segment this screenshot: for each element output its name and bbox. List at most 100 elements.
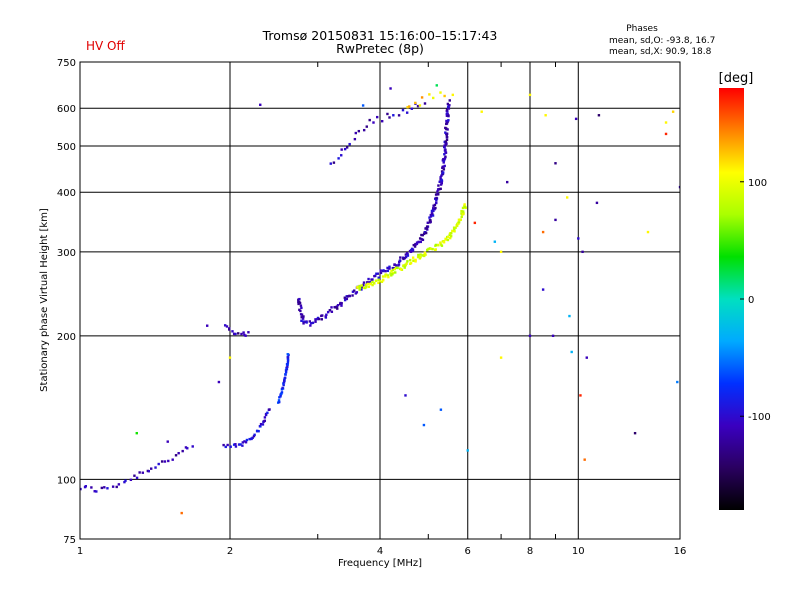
- data-point: [678, 185, 680, 189]
- data-point: [379, 271, 383, 275]
- data-point: [425, 225, 429, 228]
- data-point: [231, 330, 234, 333]
- data-point: [285, 368, 289, 371]
- data-point: [460, 209, 463, 213]
- data-point: [103, 486, 106, 489]
- data-point: [298, 297, 301, 301]
- data-point: [351, 290, 355, 293]
- data-point: [445, 121, 449, 124]
- data-point: [457, 222, 460, 225]
- data-point: [434, 206, 437, 210]
- data-point: [499, 356, 503, 359]
- data-point: [368, 281, 372, 284]
- data-point: [443, 94, 446, 98]
- chart-title-line2: RwPretec (8p): [336, 41, 424, 56]
- data-point: [442, 168, 446, 171]
- data-point: [384, 275, 387, 278]
- data-point: [554, 162, 557, 165]
- data-point: [405, 111, 409, 114]
- data-point: [280, 392, 283, 395]
- data-point: [387, 275, 390, 279]
- data-point: [442, 161, 445, 164]
- data-point: [186, 447, 189, 450]
- data-point: [283, 379, 286, 382]
- data-point: [330, 306, 333, 309]
- data-point: [646, 230, 650, 234]
- data-point: [217, 380, 221, 384]
- x-tick-label: 16: [674, 546, 687, 557]
- data-point: [320, 318, 323, 321]
- y-tick-label: 200: [57, 332, 76, 343]
- data-point: [302, 320, 305, 323]
- data-point: [568, 314, 571, 318]
- data-point: [297, 302, 300, 306]
- data-point: [382, 269, 385, 272]
- data-point: [147, 470, 150, 473]
- data-point: [388, 267, 391, 270]
- colorbar-tick-label: 100: [748, 178, 767, 189]
- data-point: [440, 174, 443, 177]
- data-point: [390, 269, 393, 273]
- data-point: [541, 288, 545, 291]
- data-point: [308, 320, 312, 323]
- data-point: [414, 260, 417, 263]
- data-point: [391, 268, 395, 272]
- data-point: [358, 288, 361, 291]
- data-point: [664, 132, 668, 136]
- data-point: [444, 237, 447, 241]
- data-point: [268, 408, 271, 411]
- grid-lines: [80, 62, 680, 539]
- data-point: [411, 256, 415, 259]
- data-point: [84, 485, 88, 488]
- data-point: [445, 133, 448, 137]
- data-point: [321, 314, 324, 317]
- data-point: [423, 254, 426, 258]
- data-point: [115, 485, 118, 489]
- data-point: [184, 446, 188, 449]
- data-point: [157, 462, 160, 466]
- data-point: [448, 99, 451, 102]
- data-point: [404, 255, 408, 259]
- data-point: [373, 274, 376, 278]
- data-point: [299, 304, 303, 307]
- data-point: [439, 91, 442, 94]
- data-point: [364, 286, 368, 289]
- data-point: [428, 93, 431, 96]
- data-point: [551, 334, 555, 338]
- data-point: [282, 381, 286, 384]
- data-point: [301, 317, 305, 320]
- data-point: [423, 251, 427, 254]
- data-point: [430, 212, 434, 215]
- status-label: HV Off: [86, 39, 125, 53]
- data-point: [191, 445, 194, 448]
- data-point: [424, 253, 427, 256]
- chart-title-line1: Tromsø 20150831 15:16:00–15:17:43: [262, 28, 498, 43]
- data-point: [438, 180, 441, 183]
- data-point: [436, 190, 439, 193]
- data-point: [412, 243, 415, 247]
- data-point: [415, 242, 419, 246]
- data-point: [343, 298, 347, 302]
- data-point: [432, 204, 435, 207]
- data-point: [371, 283, 374, 287]
- data-point: [330, 310, 334, 313]
- data-point: [429, 213, 433, 217]
- data-point: [443, 153, 446, 156]
- data-point: [329, 162, 332, 165]
- data-point: [387, 274, 390, 277]
- data-point: [499, 250, 503, 254]
- data-point: [396, 266, 399, 270]
- data-point: [455, 224, 459, 228]
- data-point: [317, 317, 321, 321]
- data-point: [439, 241, 442, 244]
- data-point: [445, 119, 448, 123]
- data-point: [241, 441, 245, 444]
- data-point: [286, 365, 289, 368]
- x-tick-label: 1: [77, 546, 83, 557]
- data-point: [445, 109, 449, 113]
- data-point: [434, 243, 438, 247]
- data-point: [361, 285, 364, 289]
- data-point: [454, 226, 457, 229]
- data-point: [397, 114, 401, 117]
